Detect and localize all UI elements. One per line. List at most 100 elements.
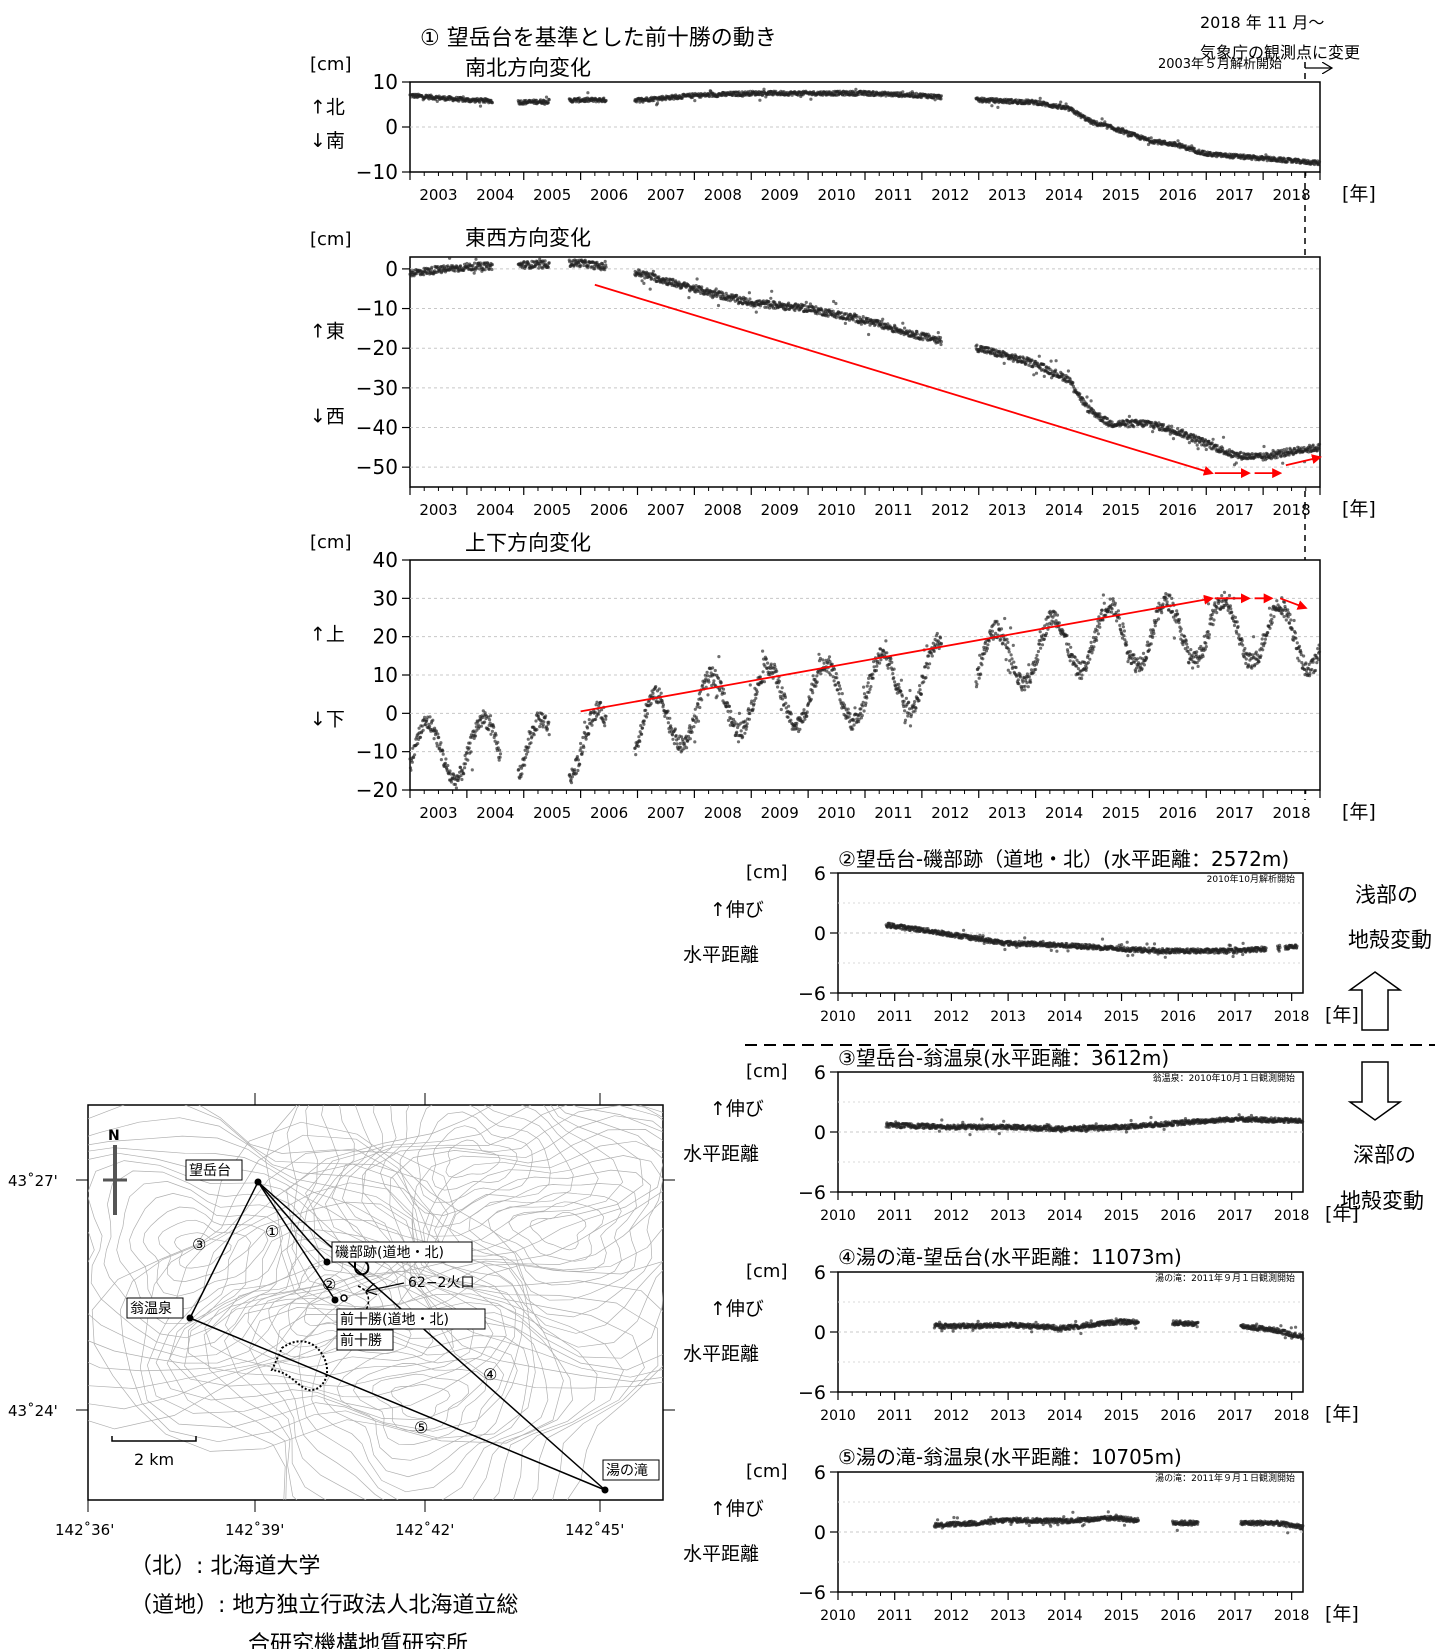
data-point — [1027, 663, 1031, 667]
data-point — [645, 712, 650, 716]
data-point — [748, 297, 752, 301]
data-point — [463, 762, 468, 766]
data-point — [1032, 373, 1036, 377]
data-point — [474, 257, 478, 261]
data-point — [938, 336, 943, 340]
change-note-line1: 2018 年 11 月～ — [1200, 13, 1324, 32]
data-point — [668, 716, 672, 720]
data-point — [861, 315, 865, 319]
x-tick-label: 2016 — [1159, 186, 1197, 204]
x-tick-label: 2008 — [704, 186, 742, 204]
data-point — [586, 263, 591, 267]
data-point — [1317, 160, 1322, 164]
data-point — [439, 758, 443, 762]
x-tick-label: 2016 — [1159, 804, 1197, 822]
data-point — [527, 745, 531, 749]
data-point — [1161, 422, 1166, 427]
data-point — [899, 689, 903, 693]
data-point — [840, 692, 844, 696]
data-point — [867, 690, 871, 694]
data-point — [909, 713, 914, 717]
data-point — [917, 698, 921, 703]
data-point — [779, 707, 783, 712]
data-point — [784, 701, 788, 705]
data-point — [834, 301, 838, 306]
data-point — [469, 750, 473, 754]
data-point — [815, 680, 819, 684]
data-point — [535, 728, 539, 732]
data-point — [1132, 425, 1136, 429]
y-tick-label: 0 — [385, 257, 398, 281]
data-point — [1317, 446, 1321, 451]
data-point — [805, 714, 809, 718]
data-point — [832, 679, 836, 683]
data-point — [748, 683, 752, 687]
y-tick-label: −10 — [356, 160, 398, 184]
x-tick-label: 2007 — [647, 501, 685, 519]
y-label-up: ↑東 — [310, 321, 345, 343]
data-point — [586, 91, 590, 95]
data-point — [1078, 392, 1082, 396]
data-point — [538, 725, 542, 729]
data-point — [755, 690, 759, 694]
data-point — [913, 709, 917, 713]
data-point — [659, 691, 663, 695]
data-point — [854, 87, 858, 91]
data-point — [817, 652, 821, 656]
data-point — [783, 695, 788, 700]
x-tick-label: 2005 — [533, 804, 571, 822]
data-point — [761, 670, 765, 674]
data-point — [859, 707, 863, 711]
data-point — [936, 331, 940, 335]
data-point — [918, 684, 922, 688]
data-point — [584, 737, 588, 741]
data-point — [902, 699, 906, 703]
data-point — [542, 720, 546, 724]
data-point — [648, 287, 652, 291]
data-point — [787, 704, 791, 708]
data-point — [1149, 136, 1153, 140]
data-point — [583, 720, 587, 724]
data-point — [1281, 461, 1285, 465]
data-point — [871, 672, 875, 676]
data-point — [861, 700, 865, 704]
data-point — [764, 657, 768, 661]
data-point — [439, 741, 443, 745]
data-point — [996, 105, 1000, 109]
data-point — [805, 710, 809, 714]
data-point — [1221, 435, 1226, 439]
data-point — [809, 697, 813, 701]
data-point — [900, 694, 904, 698]
data-point — [1009, 626, 1013, 630]
data-point — [637, 735, 641, 739]
data-point — [846, 707, 850, 711]
data-point — [534, 719, 538, 723]
data-point — [835, 676, 839, 680]
data-point — [745, 722, 749, 726]
x-unit-label: [年] — [1342, 801, 1376, 823]
x-tick-label: 2009 — [761, 501, 799, 519]
data-point — [933, 98, 937, 102]
data-point — [642, 719, 646, 723]
data-point — [975, 682, 979, 686]
data-point — [717, 655, 721, 659]
data-point — [750, 699, 754, 703]
data-point — [893, 680, 897, 684]
data-point — [981, 657, 985, 661]
data-point — [726, 701, 730, 706]
data-point — [498, 748, 502, 752]
data-point — [712, 679, 716, 683]
data-point — [821, 658, 825, 662]
y-tick-label: −10 — [356, 297, 398, 321]
data-point — [897, 685, 901, 690]
data-point — [762, 87, 766, 91]
data-point — [435, 741, 439, 746]
x-tick-label: 2003 — [419, 804, 457, 822]
data-point — [423, 722, 428, 727]
data-point — [721, 687, 726, 691]
data-point — [828, 673, 833, 677]
data-point — [789, 718, 793, 722]
data-point — [488, 714, 493, 718]
data-point — [847, 715, 851, 719]
